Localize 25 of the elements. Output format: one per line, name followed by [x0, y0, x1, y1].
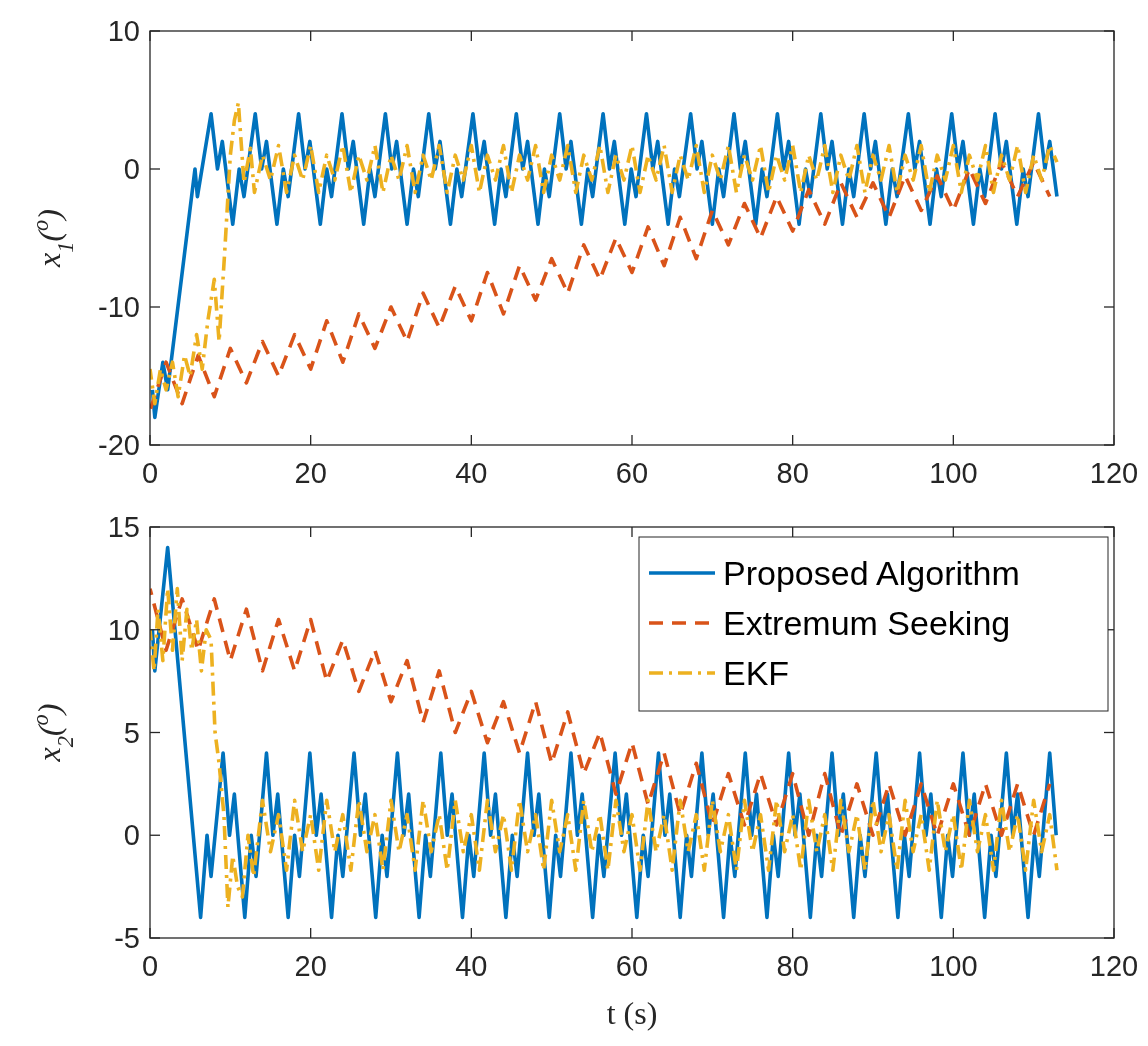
x-tick-label: 20	[294, 457, 327, 489]
x-axis-title: t (s)	[606, 995, 658, 1031]
x-tick-label: 60	[615, 457, 649, 489]
y-tick-label: 10	[107, 613, 140, 646]
y-tick-label: -5	[114, 922, 140, 954]
x-tick-label: 60	[615, 950, 649, 982]
legend-label: Extremum Seeking	[723, 604, 1011, 642]
x-tick-label: 100	[929, 457, 978, 489]
x-tick-label: 120	[1089, 950, 1139, 982]
y-tick-label: -20	[98, 429, 140, 461]
legend-label: Proposed Algorithm	[723, 554, 1020, 592]
legend-label: EKF	[723, 654, 790, 692]
x-tick-label: 40	[455, 457, 488, 489]
y-tick-label: 0	[123, 153, 140, 185]
y-tick-label: 0	[123, 819, 140, 852]
y-tick-label: 10	[107, 15, 140, 47]
x-tick-label: 80	[776, 457, 809, 489]
x-tick-label: 80	[776, 950, 809, 982]
x-tick-label: 100	[929, 950, 978, 982]
x-tick-label: 120	[1089, 457, 1139, 489]
y-tick-label: 5	[123, 716, 140, 749]
x-tick-label: 40	[455, 950, 488, 982]
y-tick-label: -10	[98, 291, 140, 323]
y-tick-label: 15	[107, 511, 140, 543]
x-tick-label: 20	[294, 950, 327, 982]
